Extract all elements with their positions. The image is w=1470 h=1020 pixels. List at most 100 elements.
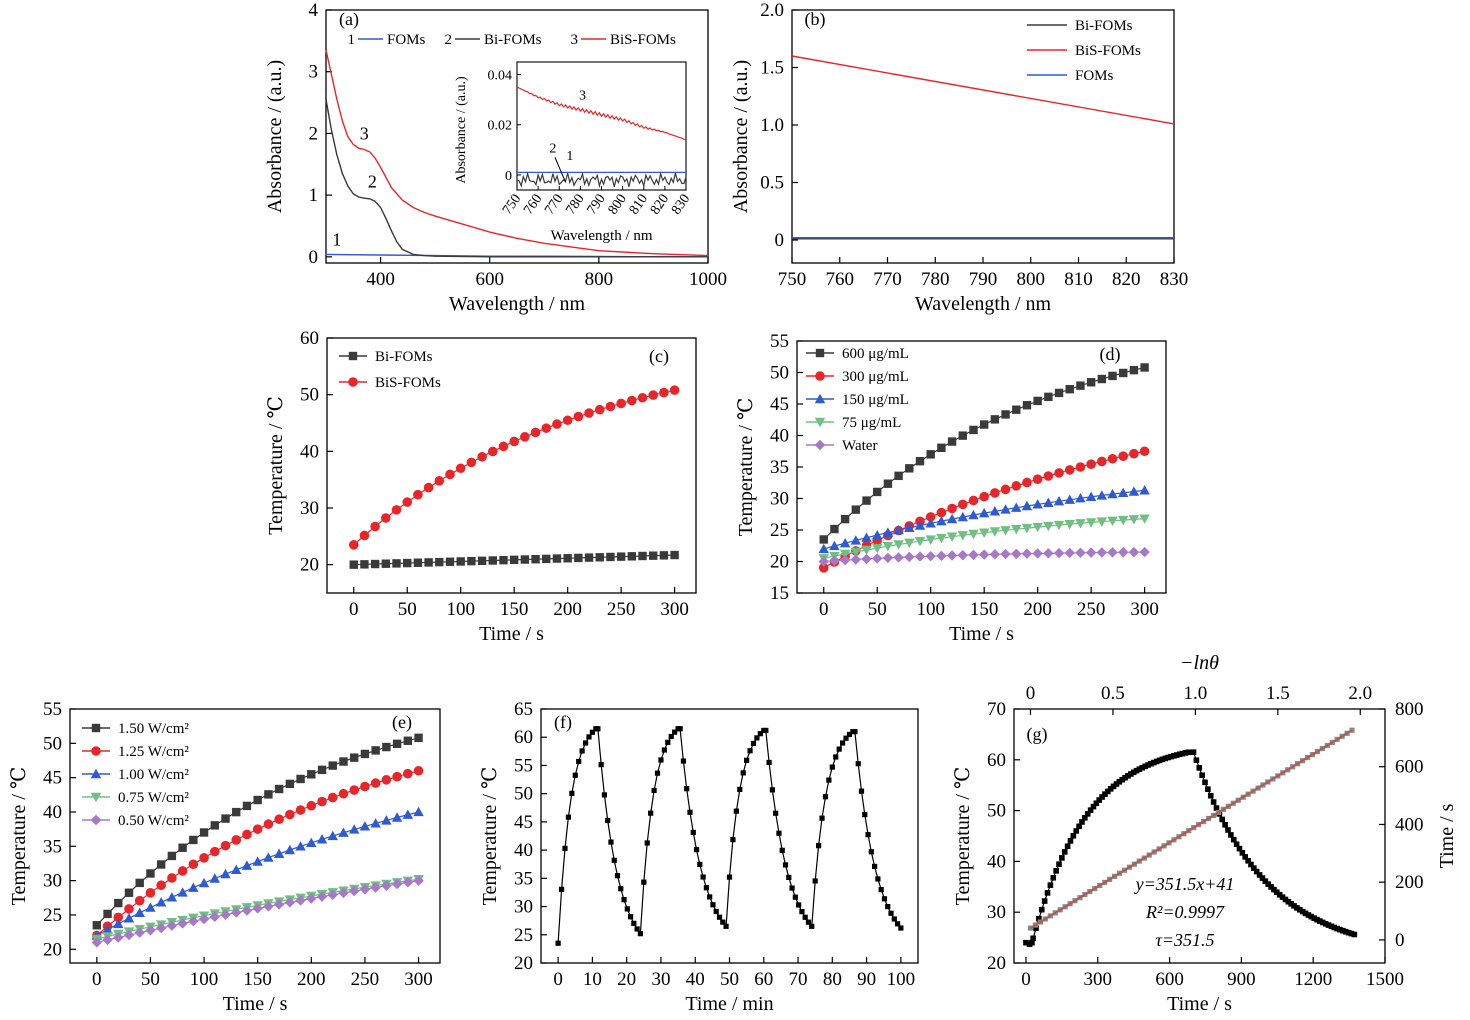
data-point	[209, 911, 220, 923]
y-tick-label: 15	[770, 583, 789, 604]
data-point	[829, 540, 840, 551]
x-tick-label: 70	[789, 969, 808, 990]
y-tick-label: 60	[514, 727, 533, 748]
data-point	[1265, 881, 1271, 887]
data-point	[1067, 838, 1074, 844]
panel-f: 0 10 20 30 40 50 60 70 80 90 100 20 25 30 35 40 45 50 55 60…	[479, 699, 919, 1015]
x-tick-label: 200	[1023, 599, 1052, 620]
legend-marker	[814, 417, 826, 428]
data-point	[1021, 548, 1033, 559]
data-point	[1325, 922, 1332, 928]
x-tick-label: 100	[887, 969, 916, 990]
y-axis-label: Absorbance / (a.u.)	[730, 60, 752, 213]
data-point	[558, 886, 565, 892]
data-point	[177, 918, 188, 929]
x-tick-label: 400	[366, 269, 395, 290]
x-tick-label: 300	[404, 969, 433, 990]
series-line	[791, 55, 1175, 125]
data-point	[1319, 919, 1326, 926]
data-point	[1107, 488, 1118, 499]
data-point	[124, 888, 134, 897]
data-point	[1011, 502, 1022, 512]
inset-y-tick-label: 0.04	[488, 69, 513, 84]
data-point	[370, 559, 380, 569]
data-point	[1033, 396, 1042, 406]
x-tick-label: 800	[1017, 269, 1046, 290]
panel-label: (g)	[1027, 724, 1048, 745]
data-point	[242, 801, 252, 811]
data-point	[541, 423, 552, 433]
x-tick-label: 30	[651, 969, 670, 990]
inset-curve-number: 3	[579, 89, 586, 104]
data-point	[338, 788, 349, 799]
data-point	[413, 558, 423, 567]
data-point	[1043, 548, 1054, 559]
series-line-3	[325, 49, 709, 257]
data-point	[1118, 547, 1129, 558]
data-point	[882, 527, 894, 537]
data-point	[946, 513, 958, 524]
data-point	[370, 818, 381, 828]
data-point	[904, 538, 915, 548]
data-point	[796, 902, 802, 908]
data-point	[893, 524, 904, 535]
y-tick-label: 40	[43, 802, 62, 823]
data-point	[1116, 779, 1123, 785]
x-tick-label: 1000	[689, 269, 727, 290]
data-point	[445, 557, 455, 566]
data-point	[792, 894, 798, 900]
data-point	[618, 886, 624, 892]
x-axis-label: Wavelength / nm	[449, 293, 586, 315]
data-point	[747, 748, 753, 754]
data-point	[241, 905, 253, 916]
data-point	[413, 765, 424, 776]
data-point	[199, 853, 209, 863]
data-point	[381, 775, 392, 785]
data-point	[435, 557, 444, 567]
y-tick-label: 60	[987, 750, 1006, 771]
data-point	[989, 506, 1001, 516]
data-point	[198, 913, 210, 925]
data-point	[1228, 832, 1234, 838]
data-point	[665, 739, 671, 745]
data-point	[1153, 758, 1160, 765]
x-tick-label: 770	[873, 269, 902, 290]
legend-marker	[90, 792, 102, 803]
data-point	[1000, 526, 1011, 536]
data-point	[582, 740, 589, 746]
data-point	[969, 425, 978, 435]
x-tick-label: 820	[1112, 269, 1141, 290]
data-point	[990, 415, 1000, 424]
data-point	[542, 554, 551, 564]
data-point	[1076, 823, 1082, 830]
data-point	[1136, 766, 1143, 772]
data-point	[1119, 368, 1128, 378]
y-tick-label: 35	[514, 868, 533, 889]
data-point	[317, 796, 327, 807]
inset-series-3	[516, 86, 687, 141]
data-point	[381, 880, 392, 891]
curve-number: 2	[368, 172, 377, 192]
data-point	[601, 792, 608, 798]
data-point	[957, 511, 968, 522]
legend-number: 1	[348, 32, 356, 48]
inset-x-axis-label: Wavelength / nm	[550, 228, 652, 244]
data-point	[1021, 500, 1033, 511]
data-point	[926, 450, 935, 459]
data-point	[872, 529, 883, 540]
data-point	[252, 856, 263, 866]
y-tick-label: 45	[770, 394, 789, 415]
data-point	[531, 555, 540, 564]
data-point	[684, 786, 690, 792]
x-tick-label: 760	[826, 269, 855, 290]
data-point	[649, 551, 658, 560]
data-point	[296, 774, 305, 784]
data-point	[381, 513, 391, 523]
data-point	[1122, 774, 1128, 781]
legend-label: FOMs	[1075, 68, 1114, 84]
data-point	[850, 547, 862, 558]
data-point	[1162, 755, 1169, 762]
data-point	[659, 551, 669, 560]
data-point	[873, 487, 882, 497]
